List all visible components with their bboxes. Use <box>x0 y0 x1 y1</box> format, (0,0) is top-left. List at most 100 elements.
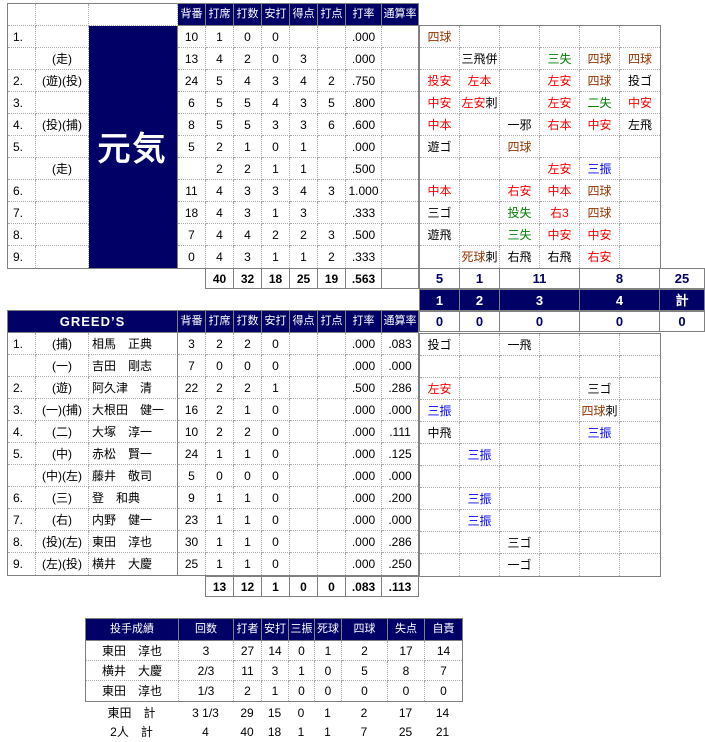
header-spacer <box>36 4 89 26</box>
stat-cell: 4 <box>234 70 262 92</box>
player-position: (二) <box>36 421 89 443</box>
player-position: (三) <box>36 487 89 509</box>
stat-cell: .000 <box>346 333 382 355</box>
atbat-cell <box>460 202 500 224</box>
column-header: 得点 <box>290 4 318 26</box>
stat-cell: 2 <box>234 421 262 443</box>
atbat-cell: 中安 <box>580 114 620 136</box>
stat-cell: 23 <box>178 509 206 531</box>
atbat-result-hit: 右3 <box>550 205 569 220</box>
total-cell: .113 <box>388 579 412 594</box>
column-header: 打率 <box>346 311 382 333</box>
atbat-cell <box>580 356 620 378</box>
stat-cell <box>290 333 318 355</box>
total-cell: .563 <box>346 269 382 288</box>
player-name: 大塚 淳一 <box>89 421 178 443</box>
player-name: 内野 健一 <box>89 509 178 531</box>
stat-cell: .125 <box>382 443 418 465</box>
stat-cell: 4 <box>290 70 318 92</box>
batting-order: 7. <box>8 509 36 531</box>
stat-cell <box>382 136 418 158</box>
atbat-cell <box>620 466 660 488</box>
inning-header-cell: 4 <box>580 290 660 310</box>
stat-cell: 2 <box>318 70 346 92</box>
atbat-result-hit: 中安 <box>627 95 652 110</box>
player-position: (右) <box>36 509 89 531</box>
stat-cell: 1 <box>206 553 234 575</box>
atbat-result-hit: 左安 <box>461 95 486 110</box>
player-position <box>36 92 89 114</box>
totals-row: 13 12 1 0 0.083.113 <box>206 577 418 596</box>
team1-runs-cell: 5 <box>420 269 460 288</box>
atbat-cell <box>620 532 660 554</box>
atbat-cell: 三振 <box>420 400 460 422</box>
stat-cell: 1 <box>234 553 262 575</box>
batting-row: 5. (中) 赤松 賢一 24 1 1 0.000.125 <box>8 443 418 465</box>
stat-cell: 22 <box>178 377 206 399</box>
stat-cell <box>318 553 346 575</box>
atbat-cell: 三失 <box>500 224 540 246</box>
atbat-cell: 中本 <box>540 180 580 202</box>
team1-runs-cell: 8 <box>580 269 660 288</box>
pitching-summary-cell: 29 <box>240 705 254 720</box>
column-header: 安打 <box>262 619 289 641</box>
player-position: (中) <box>36 443 89 465</box>
stat-cell: 2 <box>234 48 262 70</box>
atbat-cell: 左安刺 <box>460 92 500 114</box>
atbat-row <box>420 466 660 488</box>
stat-cell: .000 <box>346 355 382 377</box>
atbat-cell <box>540 466 580 488</box>
atbat-row: 四球 <box>420 26 660 48</box>
stat-cell: 0 <box>234 465 262 487</box>
stat-cell <box>382 202 418 224</box>
atbat-result-out: 遊ゴ <box>427 139 452 154</box>
atbat-cell <box>540 510 580 532</box>
atbat-result-hit: 左安 <box>427 381 452 396</box>
pitching-header-row: 投手成績 回数 打者 安打 三振 死球 四球 失点 自責 <box>86 619 462 641</box>
total-cell <box>382 269 418 288</box>
column-header: 死球 <box>315 619 342 641</box>
atbat-cell <box>580 334 620 356</box>
stat-cell <box>382 92 418 114</box>
player-position <box>36 224 89 246</box>
atbat-cell <box>580 532 620 554</box>
batting-order <box>8 48 36 70</box>
stat-cell: 1 <box>206 509 234 531</box>
atbat-result-strikeout: 三振 <box>587 425 612 440</box>
atbat-cell: 左本 <box>460 70 500 92</box>
batting-order: 9. <box>8 553 36 575</box>
atbat-cell: 一ゴ <box>500 554 540 576</box>
batting-row: 2. (遊)(投) 24 5 4 3 4 2.750 <box>8 70 418 92</box>
atbat-cell <box>540 400 580 422</box>
stat-cell: 3 <box>318 224 346 246</box>
atbat-result-hit: 右本 <box>547 117 572 132</box>
pitching-summary-cell: 東田 計 <box>107 705 156 720</box>
stat-cell <box>318 531 346 553</box>
stat-cell: 3 <box>290 48 318 70</box>
atbat-cell: 左安 <box>540 158 580 180</box>
stat-cell: 3 <box>290 92 318 114</box>
atbat-cell: 右3 <box>540 202 580 224</box>
stat-cell <box>290 421 318 443</box>
atbat-result-hit: 左本 <box>467 73 492 88</box>
batting-header-row: 背番 打席 打数 安打 得点 打点 打率 通算率 <box>8 4 418 26</box>
atbat-result-out: 一邪 <box>507 117 532 132</box>
atbat-row: 三振 <box>420 488 660 510</box>
batting-row: 3. 6 5 5 4 3 5.800 <box>8 92 418 114</box>
batting-row: 6. (三) 登 和典 9 1 1 0.000.200 <box>8 487 418 509</box>
atbat-cell: 三失 <box>540 48 580 70</box>
stat-cell: .000 <box>346 465 382 487</box>
atbat-cell: 四球 <box>580 202 620 224</box>
player-name: 横井 大慶 <box>89 553 178 575</box>
atbat-row: 死球刺右飛 右飛 右安 <box>420 246 660 268</box>
atbat-cell <box>620 246 660 268</box>
atbat-cell <box>580 466 620 488</box>
atbat-result-error: 投失 <box>507 205 532 220</box>
stat-cell: 6 <box>318 114 346 136</box>
pitching-summary-cell: 2 <box>360 705 368 720</box>
pitching-stat-cell: 1 <box>262 681 289 701</box>
atbat-cell: 一邪 <box>500 114 540 136</box>
atbat-cell <box>580 444 620 466</box>
atbat-cell: 中本 <box>420 114 460 136</box>
